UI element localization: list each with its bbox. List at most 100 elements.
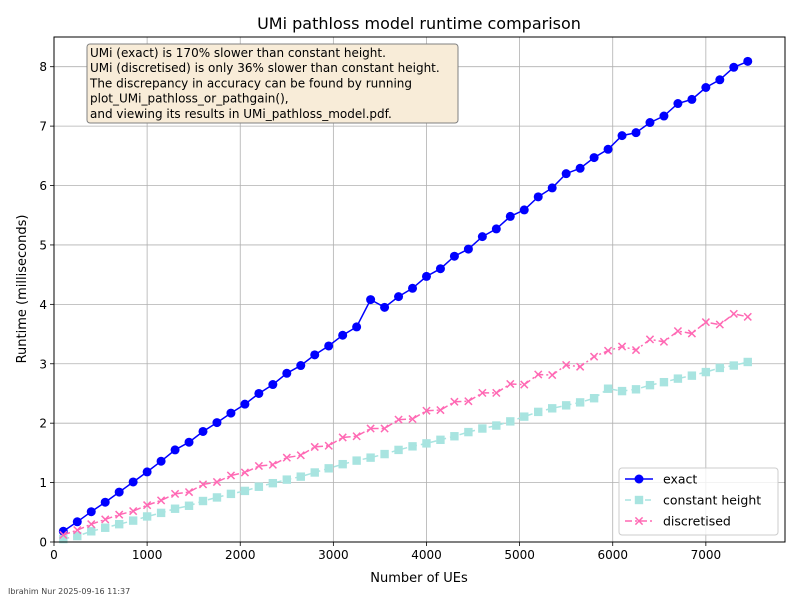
annotation-line: and viewing its results in UMi_pathloss_…	[90, 107, 392, 121]
data-point-constant-height	[366, 453, 375, 462]
annotation-line: The discrepancy in accuracy can be found…	[89, 76, 412, 90]
data-point-discretised	[492, 388, 501, 398]
data-point-constant-height	[101, 523, 110, 532]
data-point-constant-height	[701, 367, 711, 377]
data-point-constant-height	[87, 527, 96, 536]
y-tick-label: 2	[39, 417, 47, 431]
data-point-discretised	[296, 451, 305, 460]
data-point-exact	[184, 437, 194, 447]
data-point-discretised	[59, 530, 68, 540]
data-point-discretised	[129, 506, 138, 516]
data-point-discretised	[534, 370, 543, 379]
data-point-discretised	[380, 424, 389, 433]
data-point-constant-height	[547, 404, 557, 413]
annotation-background	[86, 43, 459, 124]
data-point-exact	[449, 251, 459, 261]
data-point-exact	[170, 445, 180, 455]
data-point-discretised	[506, 379, 515, 389]
series-discretised	[59, 309, 752, 540]
data-point-constant-height	[617, 386, 627, 396]
data-point-constant-height	[184, 501, 194, 510]
data-point-exact	[477, 232, 487, 242]
data-point-discretised	[464, 397, 473, 406]
data-point-discretised	[422, 406, 431, 415]
data-point-constant-height	[631, 385, 641, 394]
data-point-discretised	[548, 370, 557, 380]
x-tick-label: 1000	[132, 548, 163, 562]
legend-label-constant-height: constant height	[663, 493, 761, 508]
data-point-exact	[338, 330, 348, 340]
data-point-exact	[645, 118, 655, 128]
data-point-exact	[310, 350, 320, 360]
data-point-exact	[268, 380, 278, 390]
data-point-discretised	[436, 405, 445, 415]
data-point-discretised	[282, 453, 291, 462]
data-point-exact	[156, 456, 166, 466]
data-point-discretised	[645, 335, 655, 344]
data-point-discretised	[212, 477, 222, 487]
annotation-line: plot_UMi_pathloss_or_pathgain(),	[90, 92, 289, 106]
data-point-exact	[352, 322, 362, 332]
data-point-exact	[198, 426, 208, 436]
data-point-exact	[589, 153, 599, 163]
data-point-constant-height	[170, 504, 180, 513]
data-point-discretised	[184, 487, 194, 497]
data-point-constant-height	[561, 401, 571, 410]
data-point-constant-height	[659, 377, 669, 387]
data-point-exact	[659, 111, 669, 121]
data-point-constant-height	[254, 482, 264, 491]
x-tick-label: 2000	[225, 548, 256, 562]
data-point-exact	[631, 128, 641, 138]
data-point-discretised	[520, 380, 529, 389]
data-point-discretised	[715, 320, 724, 329]
data-point-constant-height	[673, 374, 683, 383]
plot-frame	[53, 36, 786, 543]
data-point-exact	[226, 408, 236, 418]
data-point-constant-height	[743, 357, 752, 367]
data-point-exact	[533, 192, 543, 202]
x-tick-label: 6000	[597, 548, 628, 562]
data-point-constant-height	[394, 445, 403, 455]
data-point-constant-height	[114, 519, 124, 529]
data-point-discretised	[226, 471, 236, 480]
data-point-constant-height	[73, 531, 82, 541]
data-point-constant-height	[436, 435, 445, 445]
y-axis-ticks: 0 1 2 3 4 5 6 7 8	[39, 60, 54, 550]
data-point-constant-height	[589, 394, 599, 403]
data-point-discretised	[101, 515, 110, 524]
data-point-constant-height	[715, 363, 725, 373]
annotation-box: UMi (exact) is 170% slower than constant…	[86, 43, 459, 124]
data-point-exact	[715, 75, 725, 85]
data-point-exact	[743, 56, 753, 66]
data-point-exact	[212, 418, 222, 428]
data-point-exact	[603, 144, 613, 154]
legend-label-exact: exact	[663, 472, 697, 487]
x-tick-label: 7000	[691, 548, 722, 562]
data-point-exact	[142, 467, 152, 477]
data-point-exact	[324, 341, 334, 351]
data-point-discretised	[743, 312, 752, 321]
data-point-exact	[435, 264, 445, 274]
data-point-discretised	[408, 414, 417, 424]
y-tick-label: 3	[39, 357, 47, 371]
data-point-discretised	[701, 318, 710, 327]
data-point-discretised	[198, 480, 208, 489]
data-point-discretised	[366, 424, 375, 433]
data-point-discretised	[673, 326, 683, 336]
data-point-discretised	[562, 360, 571, 370]
data-point-constant-height	[492, 421, 501, 430]
data-point-constant-height	[422, 439, 431, 448]
y-axis-label: Runtime (milliseconds)	[15, 215, 30, 364]
data-point-discretised	[142, 501, 152, 510]
data-point-exact	[701, 83, 711, 92]
data-point-constant-height	[198, 496, 208, 506]
data-point-constant-height	[450, 432, 459, 441]
legend-marker-exact	[634, 474, 644, 484]
data-point-exact	[366, 295, 376, 305]
data-point-exact	[463, 244, 473, 254]
data-point-exact	[547, 183, 557, 193]
series-line-discretised	[63, 313, 748, 536]
data-point-discretised	[324, 441, 333, 450]
series-constant-height	[59, 357, 752, 544]
